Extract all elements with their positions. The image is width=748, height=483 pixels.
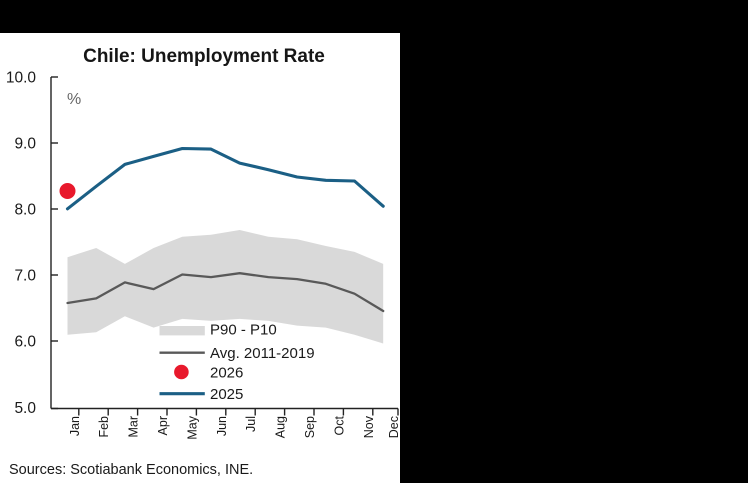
svg-text:Apr: Apr bbox=[156, 416, 170, 435]
svg-text:2026: 2026 bbox=[210, 365, 243, 382]
svg-text:Nov: Nov bbox=[362, 415, 376, 438]
svg-text:Jul: Jul bbox=[244, 416, 258, 432]
svg-text:%: % bbox=[67, 91, 81, 108]
svg-text:2025: 2025 bbox=[210, 386, 243, 403]
svg-text:May: May bbox=[185, 415, 199, 439]
svg-text:Sources: Scotiabank Economics,: Sources: Scotiabank Economics, INE. bbox=[9, 462, 253, 478]
svg-text:8.0: 8.0 bbox=[14, 202, 36, 219]
svg-text:Avg. 2011-2019: Avg. 2011-2019 bbox=[210, 345, 315, 362]
svg-text:Aug: Aug bbox=[274, 416, 288, 438]
svg-text:Mar: Mar bbox=[127, 416, 141, 438]
svg-text:Chile: Unemployment Rate: Chile: Unemployment Rate bbox=[83, 46, 325, 67]
svg-text:Jan: Jan bbox=[68, 416, 82, 436]
svg-text:Jun: Jun bbox=[215, 416, 229, 436]
svg-text:10.0: 10.0 bbox=[6, 70, 37, 87]
svg-text:Feb: Feb bbox=[97, 416, 111, 438]
svg-text:Oct: Oct bbox=[332, 415, 346, 435]
svg-text:Sep: Sep bbox=[303, 416, 317, 438]
svg-text:6.0: 6.0 bbox=[14, 334, 36, 351]
svg-text:Dec: Dec bbox=[387, 416, 400, 438]
svg-text:P90 - P10: P90 - P10 bbox=[210, 322, 277, 339]
svg-text:9.0: 9.0 bbox=[14, 136, 36, 153]
svg-text:7.0: 7.0 bbox=[14, 268, 36, 285]
svg-text:5.0: 5.0 bbox=[14, 400, 36, 417]
